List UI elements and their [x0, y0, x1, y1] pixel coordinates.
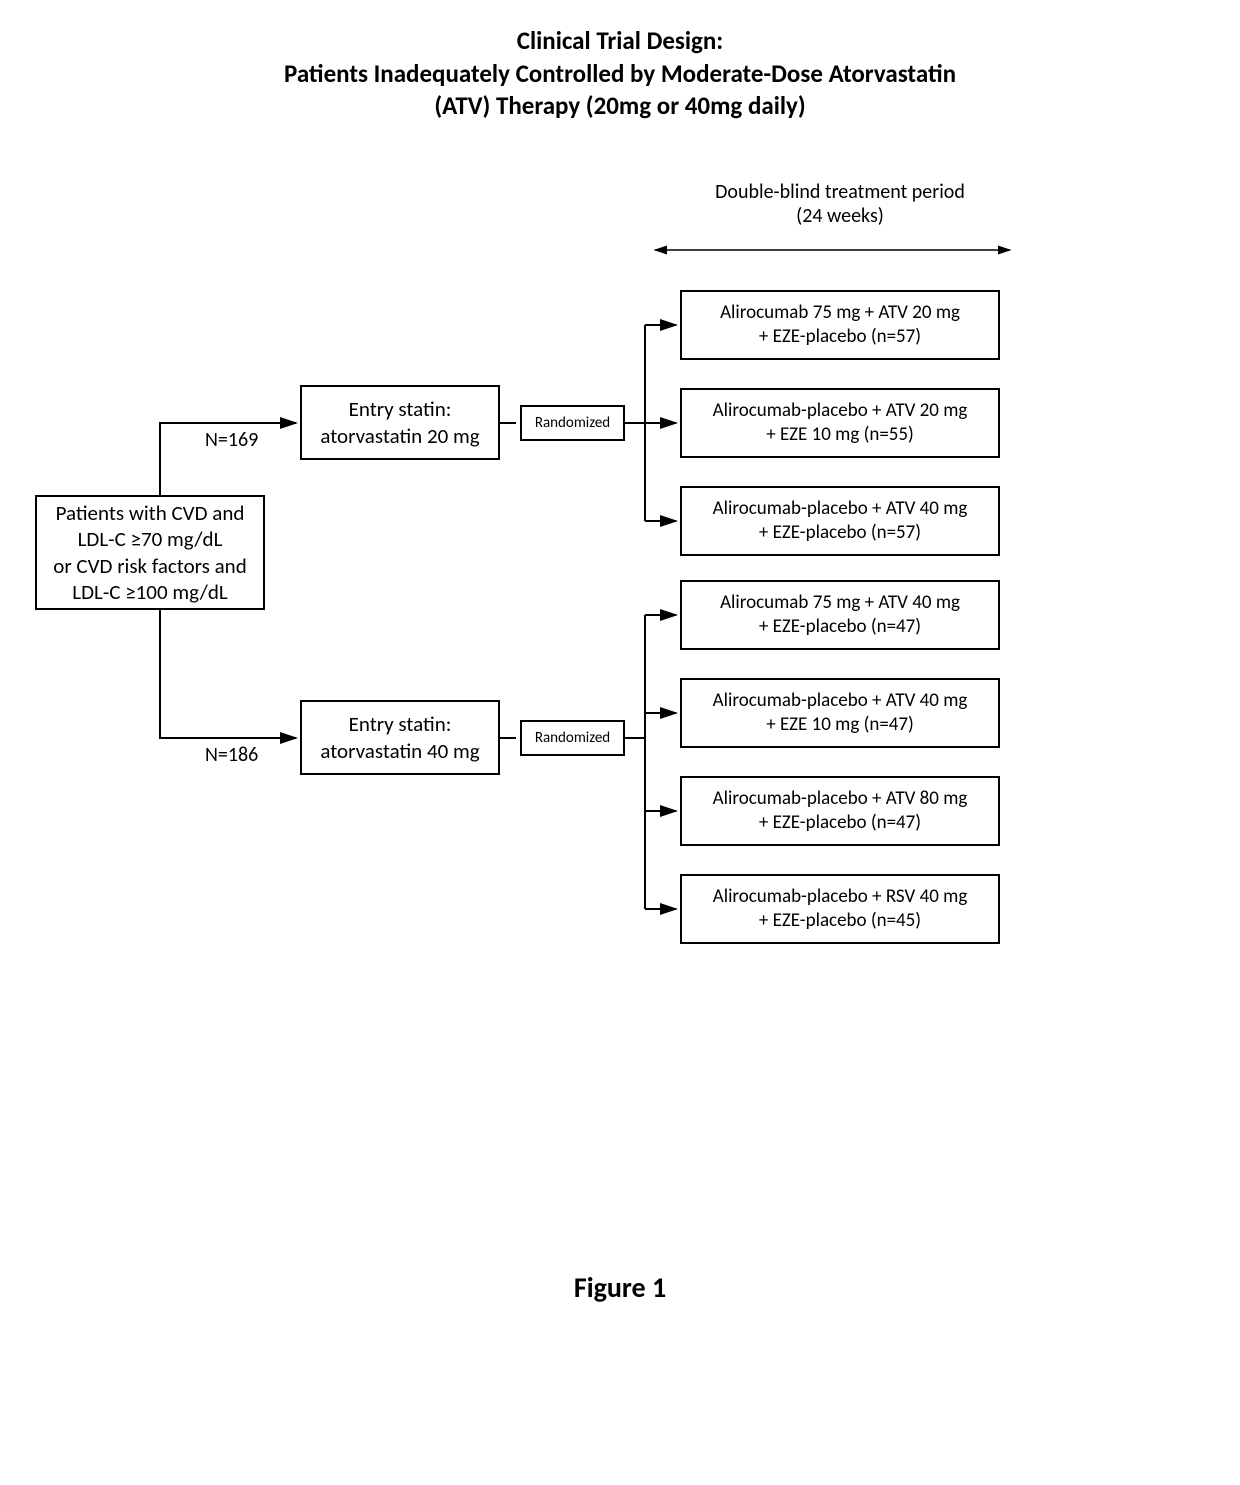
statin-box-1: Entry statin: atorvastatin 20 mg [300, 385, 500, 460]
arm-box: Alirocumab-placebo + RSV 40 mg + EZE-pla… [680, 874, 1000, 944]
statin2-l2: atorvastatin 40 mg [320, 738, 479, 764]
arm-box: Alirocumab 75 mg + ATV 40 mg + EZE-place… [680, 580, 1000, 650]
title-line1: Clinical Trial Design: [0, 25, 1240, 58]
arm-l1: Alirocumab 75 mg + ATV 20 mg [720, 301, 960, 325]
arm-l2: + EZE 10 mg (n=55) [766, 423, 914, 447]
arm-l1: Alirocumab-placebo + ATV 20 mg [713, 399, 968, 423]
connectors [0, 160, 1240, 1060]
arm-l1: Alirocumab-placebo + ATV 40 mg [713, 497, 968, 521]
arm-l1: Alirocumab 75 mg + ATV 40 mg [720, 591, 960, 615]
arm-l2: + EZE 10 mg (n=47) [766, 713, 914, 737]
flowchart: Double-blind treatment period (24 weeks)… [0, 160, 1240, 1060]
arm-box: Alirocumab-placebo + ATV 40 mg + EZE-pla… [680, 486, 1000, 556]
entry-l4: LDL-C ≥100 mg/dL [72, 579, 227, 605]
title-line3: (ATV) Therapy (20mg or 40mg daily) [0, 90, 1240, 123]
randomized-box-2: Randomized [520, 720, 625, 756]
arm-l2: + EZE-placebo (n=47) [759, 811, 921, 835]
statin1-l2: atorvastatin 20 mg [320, 423, 479, 449]
entry-l2: LDL-C ≥70 mg/dL [78, 526, 223, 552]
period-line1: Double-blind treatment period [675, 180, 1005, 204]
arm-l2: + EZE-placebo (n=57) [759, 325, 921, 349]
period-label: Double-blind treatment period (24 weeks) [675, 180, 1005, 228]
period-line2: (24 weeks) [675, 204, 1005, 228]
statin2-l1: Entry statin: [349, 711, 452, 737]
arm-box: Alirocumab-placebo + ATV 80 mg + EZE-pla… [680, 776, 1000, 846]
n-label-2: N=186 [205, 743, 258, 767]
statin1-l1: Entry statin: [349, 396, 452, 422]
title: Clinical Trial Design: Patients Inadequa… [0, 0, 1240, 123]
entry-l3: or CVD risk factors and [53, 553, 246, 579]
arm-l2: + EZE-placebo (n=57) [759, 521, 921, 545]
arm-box: Alirocumab-placebo + ATV 40 mg + EZE 10 … [680, 678, 1000, 748]
arm-box: Alirocumab 75 mg + ATV 20 mg + EZE-place… [680, 290, 1000, 360]
figure-label: Figure 1 [0, 1270, 1240, 1305]
arm-box: Alirocumab-placebo + ATV 20 mg + EZE 10 … [680, 388, 1000, 458]
arm-l1: Alirocumab-placebo + ATV 80 mg [713, 787, 968, 811]
arm-l1: Alirocumab-placebo + ATV 40 mg [713, 689, 968, 713]
randomized-box-1: Randomized [520, 405, 625, 441]
entry-criteria-box: Patients with CVD and LDL-C ≥70 mg/dL or… [35, 495, 265, 610]
arm-l2: + EZE-placebo (n=45) [759, 909, 921, 933]
arm-l2: + EZE-placebo (n=47) [759, 615, 921, 639]
entry-l1: Patients with CVD and [56, 500, 245, 526]
title-line2: Patients Inadequately Controlled by Mode… [0, 58, 1240, 91]
statin-box-2: Entry statin: atorvastatin 40 mg [300, 700, 500, 775]
arm-l1: Alirocumab-placebo + RSV 40 mg [713, 885, 968, 909]
n-label-1: N=169 [205, 428, 258, 452]
